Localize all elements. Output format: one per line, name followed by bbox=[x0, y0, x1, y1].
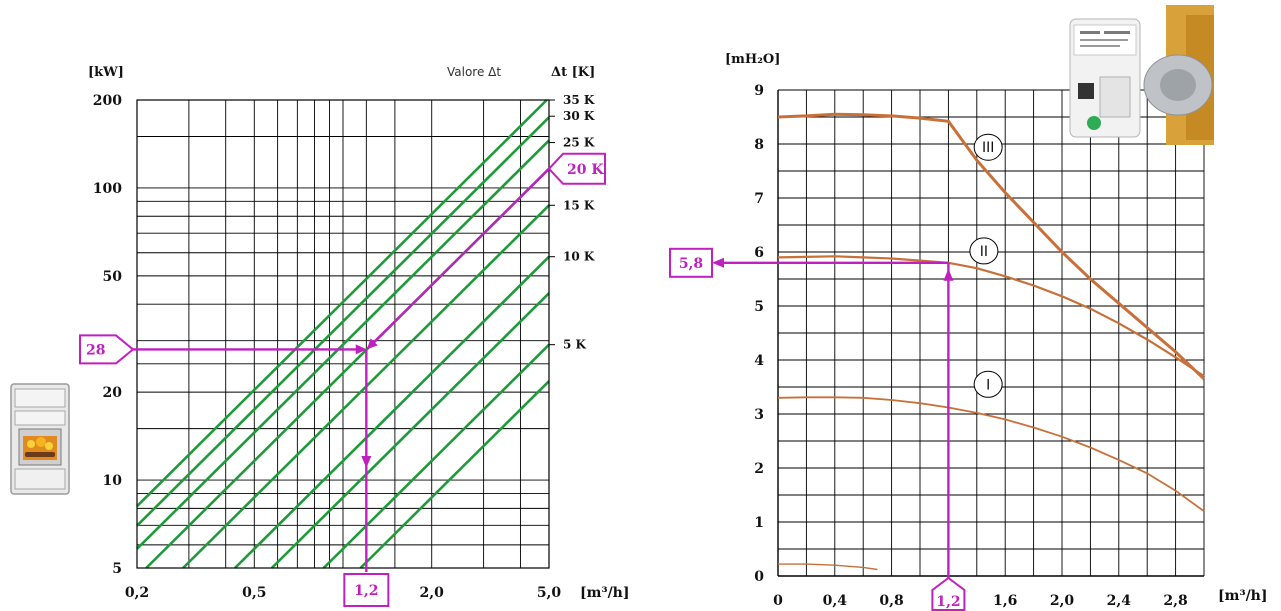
delta-t-label: 25 K bbox=[563, 136, 595, 150]
left-x-tick-labels: 0,2 0,5 2,0 5,0 bbox=[125, 585, 562, 601]
arrowhead bbox=[943, 268, 954, 281]
left-y-tick: 10 bbox=[103, 473, 123, 489]
delta-t-line bbox=[136, 139, 550, 550]
power-callout: 28 bbox=[79, 334, 135, 365]
delta-t-label: 30 K bbox=[563, 109, 595, 123]
left-y-tick: 50 bbox=[103, 269, 123, 285]
right-y-tick: 3 bbox=[754, 407, 764, 423]
pump-curve bbox=[777, 255, 1205, 378]
flow-callout-left: 1,2 bbox=[343, 573, 390, 607]
right-reading-annotation bbox=[712, 257, 954, 578]
dt-callout-label: 20 K bbox=[567, 162, 604, 178]
arrowhead bbox=[355, 344, 367, 355]
right-y-tick: 4 bbox=[754, 353, 764, 369]
flow-callout-left-label: 1,2 bbox=[354, 583, 378, 599]
right-y-tick: 5 bbox=[754, 299, 764, 315]
left-y-tick-labels: 5 10 20 50 100 200 bbox=[93, 93, 122, 577]
pump-curve bbox=[777, 396, 1205, 512]
delta-t-label: 10 K bbox=[563, 250, 595, 264]
right-y-tick: 6 bbox=[754, 245, 764, 261]
right-y-tick: 1 bbox=[754, 515, 764, 531]
left-x-tick: 0,5 bbox=[242, 585, 266, 601]
delta-t-label: 15 K bbox=[563, 198, 595, 212]
delta-t-line bbox=[359, 380, 550, 569]
speed-label: II bbox=[980, 244, 988, 260]
right-x-tick: 2,0 bbox=[1050, 593, 1075, 609]
left-x-tick: 5,0 bbox=[537, 585, 562, 601]
right-x-axis-label: [m³/h] bbox=[1218, 588, 1268, 604]
circulator-pump-photo bbox=[1069, 5, 1214, 145]
left-x-tick: 2,0 bbox=[420, 585, 445, 601]
left-y-axis-label: [kW] bbox=[88, 65, 124, 80]
speed-label-ring bbox=[973, 133, 1003, 161]
left-y-tick: 5 bbox=[112, 561, 122, 577]
power-callout-label: 28 bbox=[86, 342, 105, 358]
head-callout: 5,8 bbox=[669, 247, 713, 278]
left-y-tick: 200 bbox=[93, 93, 122, 109]
right-x-tick: 2,4 bbox=[1107, 593, 1132, 609]
right-y-tick: 8 bbox=[754, 137, 764, 153]
arrowhead bbox=[366, 338, 378, 350]
right-y-tick: 9 bbox=[754, 83, 764, 99]
arrowhead bbox=[361, 456, 372, 468]
right-x-tick: 0,8 bbox=[879, 593, 903, 609]
right-y-tick: 2 bbox=[754, 461, 764, 477]
left-x-axis-label: [m³/h] bbox=[580, 585, 630, 601]
right-y-tick: 0 bbox=[754, 569, 764, 585]
left-legend-title: Valore Δt bbox=[447, 65, 501, 79]
heat-power-flow-chart: 5 10 20 50 100 200 0,2 0,5 2,0 5,0 35 K 30 K 25 K 1… bbox=[79, 65, 630, 607]
left-reading-annotation bbox=[133, 167, 550, 572]
left-plot-frame bbox=[136, 99, 550, 569]
pump-curve bbox=[778, 563, 878, 571]
right-pump-curves bbox=[777, 112, 1206, 571]
right-x-tick: 2,8 bbox=[1163, 593, 1187, 609]
head-callout-label: 5,8 bbox=[679, 256, 703, 272]
delta-t-label: 35 K bbox=[563, 93, 595, 107]
delta-t-line bbox=[234, 255, 550, 569]
speed-label-ring bbox=[969, 237, 999, 265]
left-grid bbox=[136, 99, 550, 569]
right-x-tick: 0 bbox=[773, 593, 783, 609]
delta-t-label: 5 K bbox=[563, 338, 587, 352]
wood-stove-icon bbox=[10, 383, 70, 495]
dt-callout: 20 K bbox=[547, 152, 606, 185]
right-y-tick-labels: 0 1 2 3 4 5 6 7 8 9 bbox=[754, 83, 764, 585]
pump-curve bbox=[777, 112, 1206, 380]
right-x-tick: 1,6 bbox=[993, 593, 1017, 609]
left-delta-t-labels: 35 K 30 K 25 K 15 K 10 K 5 K bbox=[549, 93, 595, 352]
speed-label: I bbox=[986, 377, 990, 393]
flow-callout-right-label: 1,2 bbox=[936, 594, 960, 610]
dt-to-power-path bbox=[369, 167, 550, 347]
speed-label-ring bbox=[973, 370, 1003, 398]
flow-callout-right: 1,2 bbox=[931, 576, 966, 611]
right-grid bbox=[777, 89, 1205, 577]
left-y-tick: 100 bbox=[93, 181, 122, 197]
left-x-tick: 0,2 bbox=[125, 585, 149, 601]
delta-t-line bbox=[322, 343, 550, 569]
delta-t-line bbox=[136, 116, 550, 527]
right-y-axis-label: [mH₂O] bbox=[725, 52, 780, 67]
speed-label: III bbox=[982, 140, 994, 156]
right-x-tick: 0,4 bbox=[823, 593, 848, 609]
delta-t-line bbox=[270, 292, 550, 569]
left-y-tick: 20 bbox=[103, 385, 123, 401]
right-x-tick-labels: 0 0,4 0,8 1,6 2,0 2,4 2,8 bbox=[773, 593, 1188, 609]
right-y-tick: 7 bbox=[754, 191, 764, 207]
left-legend-unit-label: Δt [K] bbox=[551, 65, 595, 80]
delta-t-line bbox=[136, 99, 548, 508]
arrowhead bbox=[712, 257, 724, 268]
